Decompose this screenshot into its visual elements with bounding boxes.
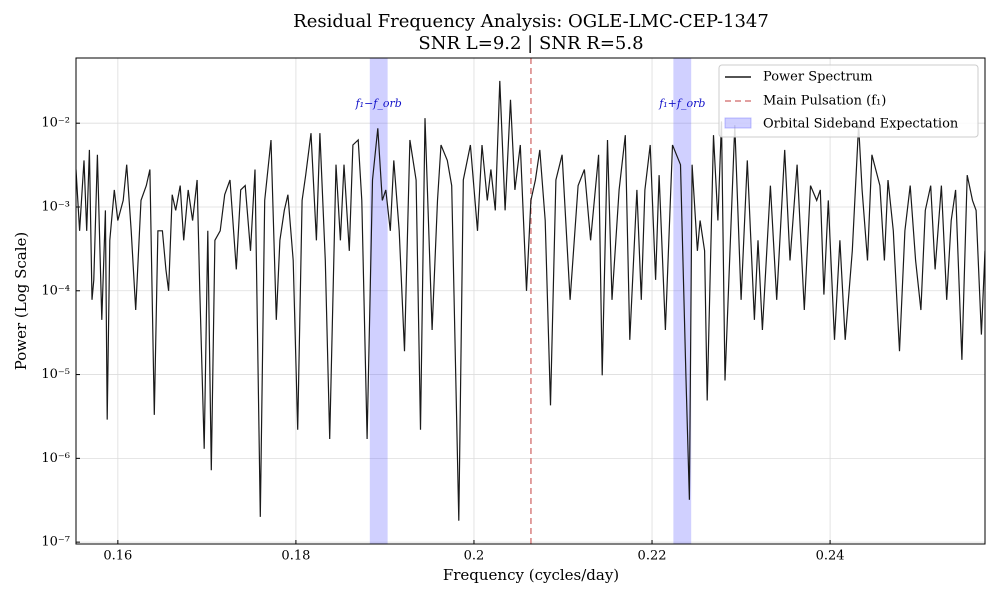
- plot-frame: [75, 57, 986, 545]
- legend-label: Main Pulsation (f₁): [763, 94, 886, 109]
- x-tick-label: 0.22: [638, 549, 667, 564]
- sideband-label: f₁+f_orb: [658, 97, 705, 110]
- x-tick-label: 0.16: [103, 549, 132, 564]
- chart-subtitle: SNR L=9.2 | SNR R=5.8: [418, 33, 643, 54]
- chart-title: Residual Frequency Analysis: OGLE-LMC-CE…: [293, 11, 769, 32]
- y-tick-label: 10⁻⁷: [41, 535, 70, 550]
- y-tick-label: 10⁻²: [41, 116, 70, 131]
- sideband: [369, 58, 388, 544]
- x-tick-label: 0.2: [464, 549, 485, 564]
- legend-box: [718, 64, 979, 138]
- x-tick-label: 0.24: [816, 549, 845, 564]
- x-axis-label: Frequency (cycles/day): [443, 566, 619, 584]
- legend-swatch: [724, 117, 752, 129]
- y-axis-label: Power (Log Scale): [12, 232, 30, 371]
- y-tick-label: 10⁻⁴: [41, 283, 70, 298]
- y-tick-label: 10⁻⁵: [41, 367, 70, 382]
- power-line: [76, 80, 985, 521]
- legend-label: Power Spectrum: [763, 70, 873, 85]
- y-tick-label: 10⁻⁶: [41, 451, 70, 466]
- x-tick-label: 0.18: [281, 549, 310, 564]
- legend-label: Orbital Sideband Expectation: [763, 117, 959, 132]
- y-tick-label: 10⁻³: [41, 199, 70, 214]
- sideband-label: f₁−f_orb: [355, 97, 402, 110]
